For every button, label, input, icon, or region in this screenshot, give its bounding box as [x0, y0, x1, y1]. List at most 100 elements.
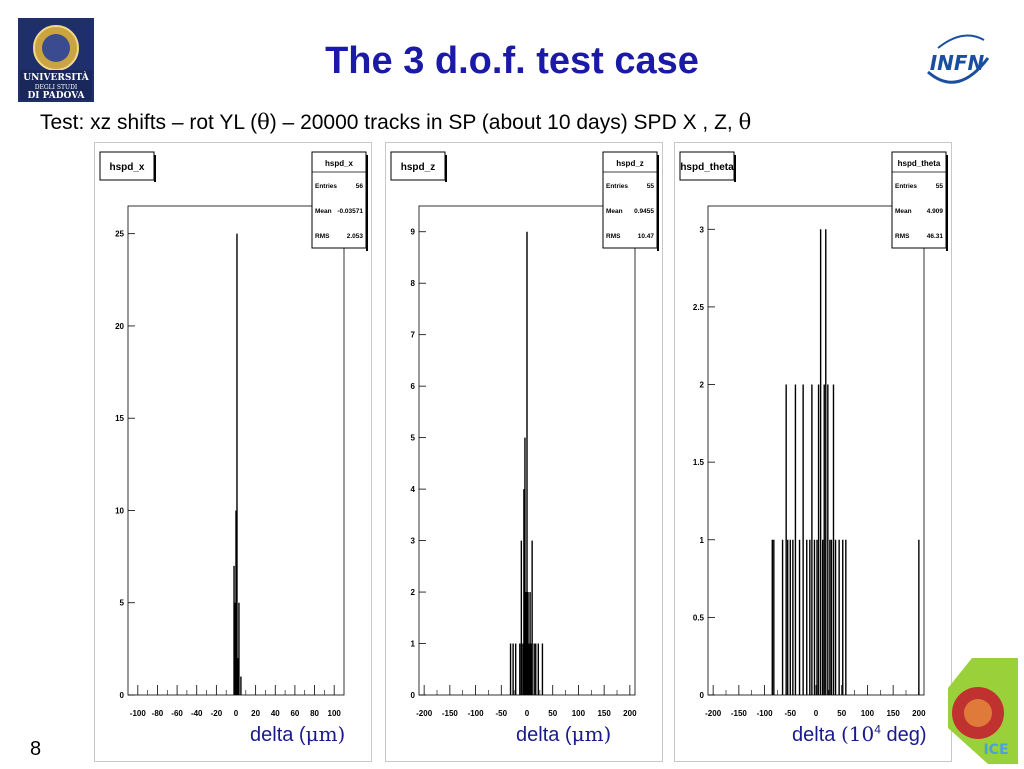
y-tick-label: 0 [411, 691, 416, 700]
slide-subtitle: Test: xz shifts – rot YL (θ) – 20000 tra… [40, 110, 751, 135]
histogram-title: hspd_x [109, 162, 144, 173]
xlabel-x: delta (μm) [250, 722, 345, 747]
x-tick-label: 20 [251, 709, 260, 718]
x-tick-label: 200 [912, 709, 926, 718]
university-padova-logo: UNIVERSITÀ DEGLI STUDI DI PADOVA [18, 18, 94, 102]
y-tick-label: 5 [120, 599, 125, 608]
stats-value: 56 [356, 183, 364, 190]
stats-label: RMS [315, 233, 330, 240]
corner-decoration-logo: ICE [948, 658, 1018, 764]
y-tick-label: 2.5 [693, 303, 705, 312]
y-tick-label: 10 [115, 506, 124, 515]
x-tick-label: 100 [328, 709, 342, 718]
x-tick-label: 0 [814, 709, 819, 718]
corner-logo-text: ICE [983, 742, 1008, 758]
subtitle-theta-2: θ [738, 110, 752, 134]
logo-left-line2: DEGLI STUDI [35, 84, 78, 91]
y-tick-label: 1 [700, 536, 705, 545]
stats-box [602, 151, 658, 249]
infn-logo: INFN [918, 28, 996, 98]
x-tick-label: 150 [597, 709, 611, 718]
x-tick-label: -60 [171, 709, 183, 718]
histogram-title-box [99, 151, 155, 181]
x-tick-label: -40 [191, 709, 203, 718]
stats-title: hspd_x [325, 159, 354, 168]
y-tick-label: 9 [411, 228, 416, 237]
subtitle-theta-1: θ [257, 110, 270, 134]
stats-label: Entries [895, 183, 917, 190]
stats-title: hspd_z [616, 159, 644, 168]
histogram-panel-z: hspd_z 0 1 2 3 4 5 6 7 8 9 -200 -150 -100 -50 0 50 100 150… [385, 142, 663, 762]
x-tick-label: 50 [837, 709, 846, 718]
infn-logo-text: INFN [930, 51, 985, 75]
stats-title: hspd_theta [898, 159, 941, 168]
stats-box [311, 151, 367, 249]
histogram-theta-svg: hspd_theta 0 0.5 1 1.5 2 2.5 3 -200 -150 -100 -50 0 5… [674, 142, 952, 762]
stats-value: 0.9455 [634, 208, 654, 215]
x-tick-label: 80 [310, 709, 319, 718]
x-tick-label: 50 [548, 709, 557, 718]
y-tick-label: 6 [411, 382, 416, 391]
x-tick-label: -100 [130, 709, 147, 718]
xlabel-theta-text: delta [792, 724, 841, 746]
xlabel-x-text: delta ( [250, 724, 306, 746]
x-tick-label: 200 [623, 709, 637, 718]
y-tick-label: 0 [700, 691, 705, 700]
y-tick-label: 15 [115, 414, 124, 423]
title-box-shadow [445, 155, 447, 182]
x-tick-label: 100 [861, 709, 875, 718]
y-tick-label: 20 [115, 322, 124, 331]
y-tick-label: 2 [411, 588, 416, 597]
x-tick-label: -200 [705, 709, 722, 718]
y-tick-label: 0 [120, 691, 125, 700]
histogram-title: hspd_z [401, 162, 435, 173]
x-tick-label: -20 [211, 709, 223, 718]
xlabel-x-unit: μm) [305, 722, 346, 746]
histogram-panel-theta: hspd_theta 0 0.5 1 1.5 2 2.5 3 -200 -150 -100 -50 0 5… [674, 142, 952, 762]
logo-left-line3: DI PADOVA [28, 91, 86, 101]
stats-box-shadow [366, 155, 368, 251]
histogram-panel-x: hspd_x 0 5 10 15 20 25 -100 -80 -60 -40 -20 0 20 40 60 8… [94, 142, 372, 762]
stats-value: 4.909 [927, 208, 944, 215]
title-box-shadow [154, 155, 156, 182]
y-tick-label: 1 [411, 640, 416, 649]
y-tick-label: 2 [700, 381, 705, 390]
stats-value: 55 [936, 183, 944, 190]
x-tick-label: -150 [731, 709, 748, 718]
stats-box-shadow [657, 155, 659, 251]
y-tick-label: 1.5 [693, 458, 705, 467]
stats-value: 46.31 [927, 233, 944, 240]
stats-label: Mean [315, 208, 332, 215]
x-tick-label: 0 [525, 709, 530, 718]
x-tick-label: 150 [886, 709, 900, 718]
y-tick-label: 5 [411, 434, 416, 443]
stats-label: RMS [895, 233, 910, 240]
subtitle-prefix: Test: xz shifts – rot YL ( [40, 111, 258, 134]
xlabel-theta-exp: 4 [874, 722, 881, 737]
x-tick-label: 60 [290, 709, 299, 718]
logo-left-line1: UNIVERSITÀ [23, 71, 90, 83]
y-tick-label: 8 [411, 279, 416, 288]
stats-label: Entries [315, 183, 337, 190]
stats-label: Mean [606, 208, 623, 215]
y-tick-label: 0.5 [693, 613, 705, 622]
y-tick-label: 3 [700, 225, 705, 234]
xlabel-theta-tail: deg) [880, 724, 927, 746]
x-tick-label: -200 [416, 709, 433, 718]
y-tick-label: 4 [411, 485, 416, 494]
x-tick-label: -100 [757, 709, 774, 718]
x-tick-label: -80 [152, 709, 164, 718]
stats-box-shadow [946, 155, 948, 251]
slide-title: The 3 d.o.f. test case [325, 40, 699, 82]
xlabel-theta: delta (104 deg) [792, 722, 926, 747]
xlabel-z-text: delta ( [516, 724, 572, 746]
stats-label: Mean [895, 208, 912, 215]
subtitle-middle: ) – 20000 tracks in SP (about 10 days) S… [269, 111, 739, 134]
x-tick-label: -50 [496, 709, 508, 718]
title-box-shadow [734, 155, 736, 182]
x-tick-label: 40 [271, 709, 280, 718]
x-tick-label: 0 [234, 709, 239, 718]
x-tick-label: -100 [468, 709, 485, 718]
stats-box [891, 151, 947, 249]
xlabel-z: delta (μm) [516, 722, 611, 747]
